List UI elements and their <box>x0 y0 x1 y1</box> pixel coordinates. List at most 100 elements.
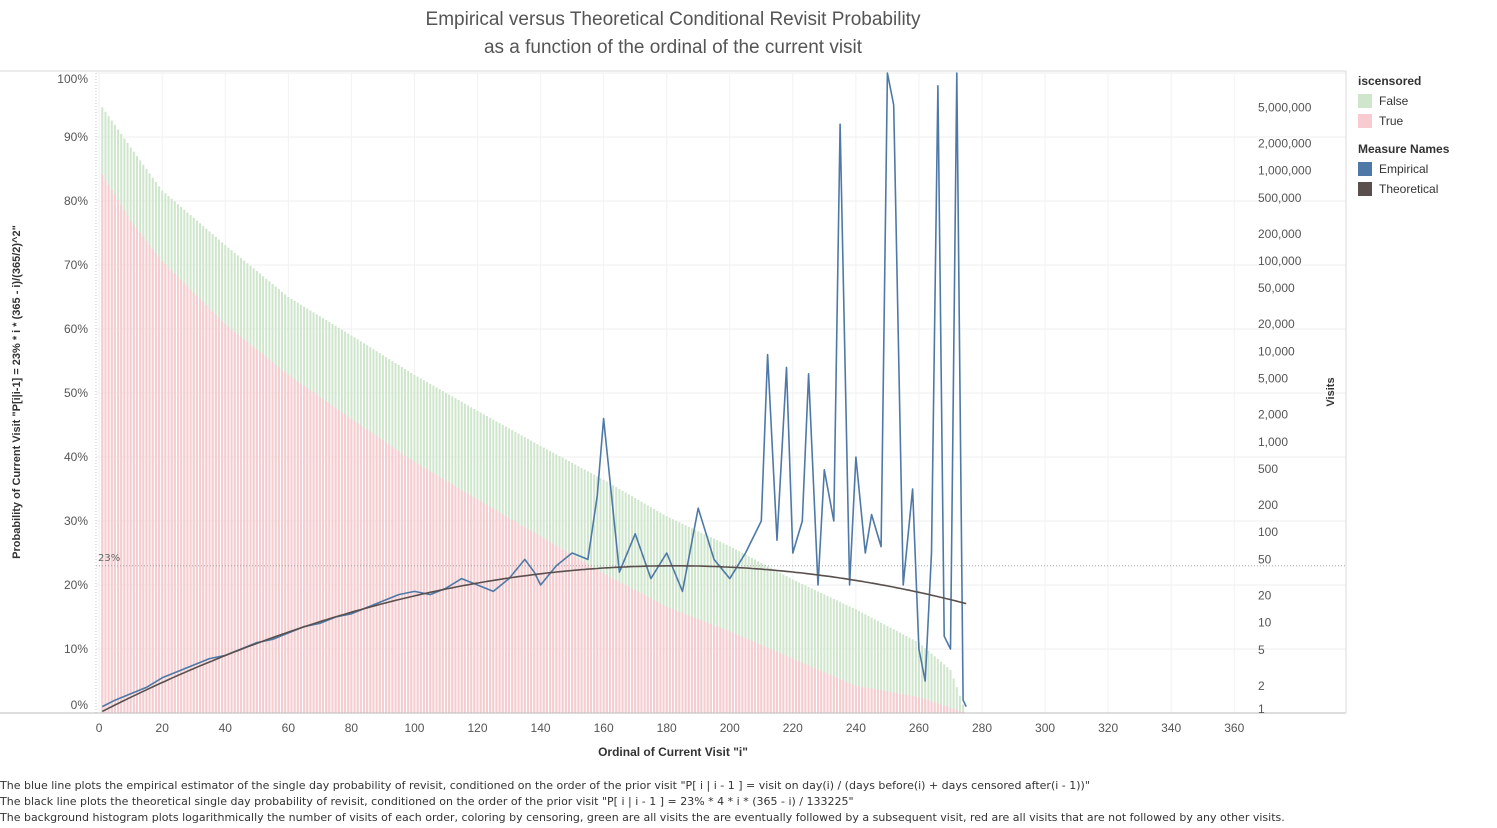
histogram-bar-true <box>558 547 561 713</box>
histogram-bar-true <box>757 643 760 713</box>
histogram-bar-true <box>835 677 838 713</box>
histogram-bar-true <box>823 672 826 713</box>
legend-item-empirical[interactable]: Empirical <box>1358 159 1449 179</box>
histogram-bar-true <box>385 442 388 713</box>
histogram-bar-true <box>930 701 933 713</box>
histogram-bar-true <box>416 463 419 713</box>
histogram-bar-true <box>299 383 302 713</box>
histogram-bar-true <box>277 367 280 713</box>
histogram-bar-true <box>590 565 593 713</box>
y2-tick-label: 2 <box>1258 679 1265 693</box>
histogram-bar-false <box>858 611 861 713</box>
histogram-bar-true <box>180 279 183 713</box>
histogram-bar-true <box>697 619 700 713</box>
histogram-bar-true <box>545 540 548 713</box>
legend-item-false[interactable]: False <box>1358 91 1421 111</box>
histogram-bar-false <box>883 624 886 713</box>
x-tick-label: 320 <box>1098 721 1118 735</box>
histogram-bar-true <box>366 429 369 713</box>
histogram-bar-true <box>646 596 649 713</box>
histogram-bar-true <box>407 457 410 713</box>
x-tick-label: 120 <box>467 721 487 735</box>
histogram-bar-true <box>832 676 835 713</box>
histogram-bar-false <box>807 586 810 713</box>
histogram-bar-true <box>671 609 675 713</box>
histogram-bar-true <box>921 698 924 713</box>
histogram-bar-true <box>400 453 403 713</box>
histogram-bar-true <box>779 653 782 713</box>
histogram-bar-true <box>315 394 318 713</box>
histogram-bar-false <box>763 564 766 713</box>
histogram-bar-true <box>593 567 596 713</box>
histogram-bar-true <box>946 706 949 713</box>
histogram-bar-true <box>117 200 120 713</box>
histogram-bar-true <box>161 260 164 713</box>
y2-tick-label: 500,000 <box>1258 191 1302 205</box>
histogram-bar-false <box>772 569 775 713</box>
histogram-bar-true <box>772 650 775 713</box>
histogram-bar-true <box>694 617 697 713</box>
histogram-bar-false <box>946 667 949 713</box>
histogram-bar-true <box>583 562 586 713</box>
histogram-bar-true <box>517 523 520 713</box>
histogram-bar-true <box>820 670 823 713</box>
histogram-bar-true <box>536 534 539 713</box>
histogram-bar-true <box>258 352 261 713</box>
histogram-bar-true <box>274 364 277 713</box>
histogram-bar-true <box>378 438 381 713</box>
histogram-bar-true <box>927 700 930 713</box>
histogram-bar-true <box>728 631 731 713</box>
histogram-bar-true <box>202 302 205 713</box>
legend-item-true[interactable]: True <box>1358 111 1421 131</box>
histogram-bar-true <box>501 514 504 713</box>
histogram-bar-true <box>725 630 728 713</box>
histogram-bar-true <box>381 440 384 713</box>
histogram-bar-false <box>949 669 952 713</box>
histogram-bar-true <box>199 298 202 713</box>
histogram-bar-true <box>451 484 454 713</box>
legend-item-theoretical[interactable]: Theoretical <box>1358 179 1449 199</box>
histogram-bar-true <box>643 595 646 713</box>
histogram-bar-true <box>186 286 189 713</box>
histogram-bar-true <box>463 491 466 713</box>
histogram-bar-true <box>798 661 801 713</box>
y2-tick-label: 1,000 <box>1258 435 1288 449</box>
histogram-bar-true <box>192 292 195 713</box>
histogram-bar-true <box>880 690 883 713</box>
legend-censoring: iscensored False True <box>1358 74 1421 131</box>
histogram-bar-true <box>240 336 243 713</box>
reference-line-group: 23% <box>95 73 1346 713</box>
histogram-bar-true <box>936 703 939 713</box>
histogram-bar-true <box>139 232 142 713</box>
histogram-bar-false <box>876 621 879 713</box>
histogram-bar-false <box>952 678 955 713</box>
histogram-bar-true <box>703 621 706 713</box>
tick-labels: 0 20 40 60 80 100 120 140 160 180 200 220 240 260 280 3… <box>57 72 1311 735</box>
legend-label-empirical: Empirical <box>1379 162 1429 176</box>
histogram-bar-false <box>817 591 820 713</box>
histogram-bar-false <box>791 579 794 713</box>
histogram-bar-true <box>170 270 173 713</box>
histogram-bar-true <box>640 593 643 713</box>
histogram-bar-true <box>262 354 265 713</box>
y2-tick-label: 50,000 <box>1258 281 1295 295</box>
histogram-bar-true <box>564 551 567 713</box>
histogram-bar-true <box>318 396 321 713</box>
y2-tick-label: 2,000 <box>1258 408 1288 422</box>
histogram-bar-false <box>848 606 851 713</box>
y2-tick-label: 10 <box>1258 616 1272 630</box>
x-tick-label: 160 <box>594 721 614 735</box>
histogram-bar-true <box>892 692 895 713</box>
histogram-bar-true <box>375 435 378 713</box>
y2-tick-label: 10,000 <box>1258 344 1295 358</box>
histogram-bar-true <box>495 510 498 713</box>
histogram-bar-true <box>189 289 192 713</box>
histogram-bar-false <box>760 562 763 713</box>
histogram-bar-true <box>290 377 293 713</box>
histogram-bar-true <box>858 686 861 713</box>
histogram-bar-true <box>271 362 274 713</box>
chart-area: 23% 0 20 40 60 80 100 120 140 160 180 200 220 240 260… <box>0 70 1347 759</box>
histogram-bar-true <box>731 632 734 713</box>
histogram-bar-true <box>634 590 637 713</box>
histogram-bar-true <box>394 448 397 713</box>
